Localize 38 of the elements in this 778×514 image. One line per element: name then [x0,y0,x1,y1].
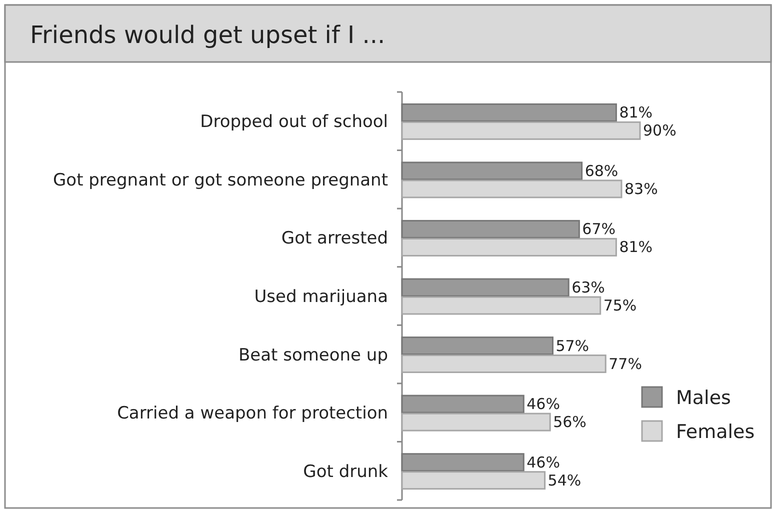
legend-label: Males [676,387,731,409]
y-tick-label: Dropped out of school [200,112,388,132]
data-label: 57% [556,336,590,355]
data-label: 83% [624,180,658,198]
y-tick-label: Got drunk [303,462,388,482]
bar [401,394,524,414]
bar [401,220,580,238]
bar [401,471,546,490]
data-label: 54% [548,471,582,490]
data-label: 90% [643,122,676,140]
legend-label: Females [676,421,755,443]
data-label: 46% [526,395,560,414]
bar [401,354,606,374]
data-label: 67% [582,220,616,238]
data-label: 56% [553,413,586,432]
y-tick-label: Got arrested [281,228,388,249]
data-label: 75% [603,296,637,314]
data-label: 63% [572,278,605,296]
bar [401,162,583,180]
bar [401,453,524,472]
bar [401,296,602,315]
bar [401,121,641,140]
bar [401,180,622,198]
bar [401,412,551,432]
data-label: 81% [619,238,653,256]
data-label: 68% [584,162,618,180]
y-tick-label: Got pregnant or got someone pregnant [53,170,388,190]
bar [401,238,617,256]
bar [401,103,617,122]
data-label: 81% [619,104,653,122]
text: Friends would get upset if I ... [30,21,386,49]
y-tick-label: Beat someone up [238,345,388,366]
data-label: 77% [608,354,642,373]
y-tick-label: Used marijuana [254,287,388,307]
data-label: 46% [526,453,560,472]
bar [401,278,570,297]
y-tick-label: Carried a weapon for protection [117,404,388,424]
bar [401,336,554,356]
